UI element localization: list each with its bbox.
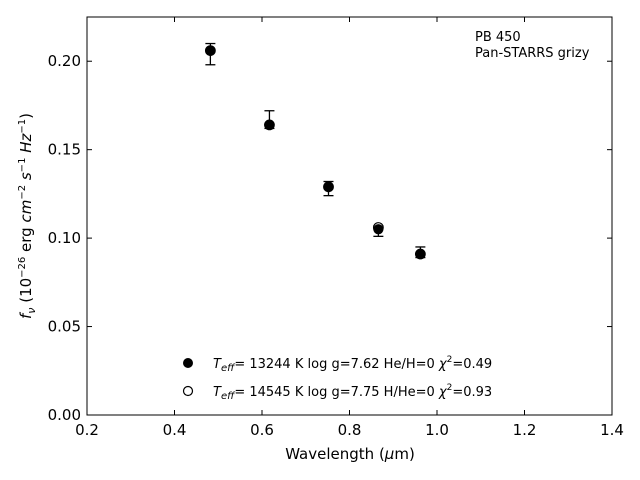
y-axis-label: fν (10−26 erg cm−2 s−1 Hz−1) [17, 113, 38, 319]
legend-label-2: Teff= 14545 K log g=7.75 H/He=0 χ2=0.93 [213, 383, 492, 402]
series-layer [204, 45, 426, 260]
x-tick-label: 1.4 [600, 421, 624, 439]
x-tick-label: 0.6 [250, 421, 274, 439]
y-tick-label: 0.20 [48, 52, 81, 70]
x-tick-label: 0.2 [75, 421, 99, 439]
y-tick-label: 0.10 [48, 229, 81, 247]
y-tick-label: 0.15 [48, 141, 81, 159]
x-tick-label: 0.4 [163, 421, 187, 439]
legend-label-1: Teff= 13244 K log g=7.62 He/H=0 χ2=0.49 [213, 355, 492, 374]
legend-marker-filled [183, 358, 193, 368]
data-point-filled [205, 45, 216, 56]
data-point-filled [264, 119, 275, 131]
y-axis: 0.00 0.05 0.10 0.15 0.20 [48, 52, 612, 424]
y-tick-label: 0.05 [48, 318, 81, 336]
x-axis: 0.2 0.4 0.6 0.8 1.0 1.2 1.4 [75, 17, 624, 439]
data-point-filled [323, 181, 334, 192]
x-tick-label: 0.8 [338, 421, 362, 439]
data-point-filled [415, 248, 426, 260]
legend: Teff= 13244 K log g=7.62 He/H=0 χ2=0.49 … [182, 355, 492, 402]
plot-frame [86, 16, 613, 416]
x-tick-label: 1.0 [425, 421, 449, 439]
y-tick-label: 0.00 [48, 406, 81, 424]
x-axis-label: Wavelength (μm) [285, 445, 415, 463]
x-tick-label: 1.2 [513, 421, 537, 439]
error-bars [205, 42, 426, 259]
data-point-filled [373, 224, 384, 235]
annotation-survey: Pan-STARRS grizy [475, 46, 590, 61]
legend-marker-open [182, 385, 194, 397]
annotation-object: PB 450 [475, 30, 521, 45]
